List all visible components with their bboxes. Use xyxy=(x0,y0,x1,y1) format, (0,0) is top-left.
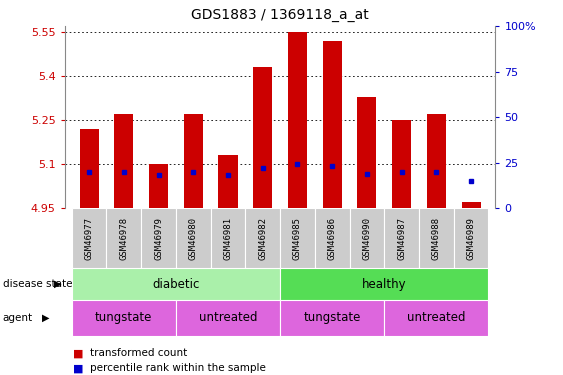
Bar xyxy=(427,114,446,208)
Bar xyxy=(149,164,168,208)
Text: GSM46989: GSM46989 xyxy=(467,217,476,259)
Bar xyxy=(454,208,489,268)
Bar xyxy=(245,208,280,268)
Bar xyxy=(385,208,419,268)
Text: tungstate: tungstate xyxy=(303,311,361,324)
Text: GSM46985: GSM46985 xyxy=(293,217,302,259)
Bar xyxy=(392,120,411,208)
Text: ▶: ▶ xyxy=(42,313,50,323)
Bar xyxy=(79,129,99,208)
Text: GSM46982: GSM46982 xyxy=(258,217,267,259)
Bar xyxy=(72,268,280,300)
Text: GSM46987: GSM46987 xyxy=(397,217,406,259)
Text: agent: agent xyxy=(3,313,33,323)
Text: percentile rank within the sample: percentile rank within the sample xyxy=(90,363,266,373)
Bar xyxy=(72,208,106,268)
Text: GSM46990: GSM46990 xyxy=(363,217,372,259)
Text: tungstate: tungstate xyxy=(95,311,153,324)
Bar xyxy=(176,300,280,336)
Text: transformed count: transformed count xyxy=(90,348,187,358)
Bar xyxy=(114,114,133,208)
Bar xyxy=(419,208,454,268)
Bar xyxy=(385,300,489,336)
Bar xyxy=(218,155,238,208)
Bar xyxy=(211,208,245,268)
Bar xyxy=(141,208,176,268)
Text: disease state: disease state xyxy=(3,279,72,289)
Text: GSM46981: GSM46981 xyxy=(224,217,233,259)
Bar xyxy=(323,41,342,208)
Bar xyxy=(280,268,489,300)
Text: ■: ■ xyxy=(73,363,84,373)
Bar xyxy=(280,208,315,268)
Text: untreated: untreated xyxy=(199,311,257,324)
Text: ■: ■ xyxy=(73,348,84,358)
Text: GSM46980: GSM46980 xyxy=(189,217,198,259)
Bar xyxy=(184,114,203,208)
Text: GSM46978: GSM46978 xyxy=(119,217,128,259)
Bar xyxy=(462,202,481,208)
Bar xyxy=(315,208,350,268)
Title: GDS1883 / 1369118_a_at: GDS1883 / 1369118_a_at xyxy=(191,9,369,22)
Bar xyxy=(288,32,307,208)
Text: GSM46986: GSM46986 xyxy=(328,217,337,259)
Text: GSM46977: GSM46977 xyxy=(84,217,93,259)
Bar xyxy=(253,68,272,208)
Text: healthy: healthy xyxy=(362,278,406,291)
Bar xyxy=(176,208,211,268)
Bar xyxy=(280,300,385,336)
Bar xyxy=(358,97,377,208)
Text: ▶: ▶ xyxy=(53,279,61,289)
Bar xyxy=(106,208,141,268)
Bar xyxy=(72,300,176,336)
Text: GSM46979: GSM46979 xyxy=(154,217,163,259)
Text: diabetic: diabetic xyxy=(152,278,199,291)
Text: untreated: untreated xyxy=(407,311,466,324)
Bar xyxy=(350,208,385,268)
Text: GSM46988: GSM46988 xyxy=(432,217,441,259)
